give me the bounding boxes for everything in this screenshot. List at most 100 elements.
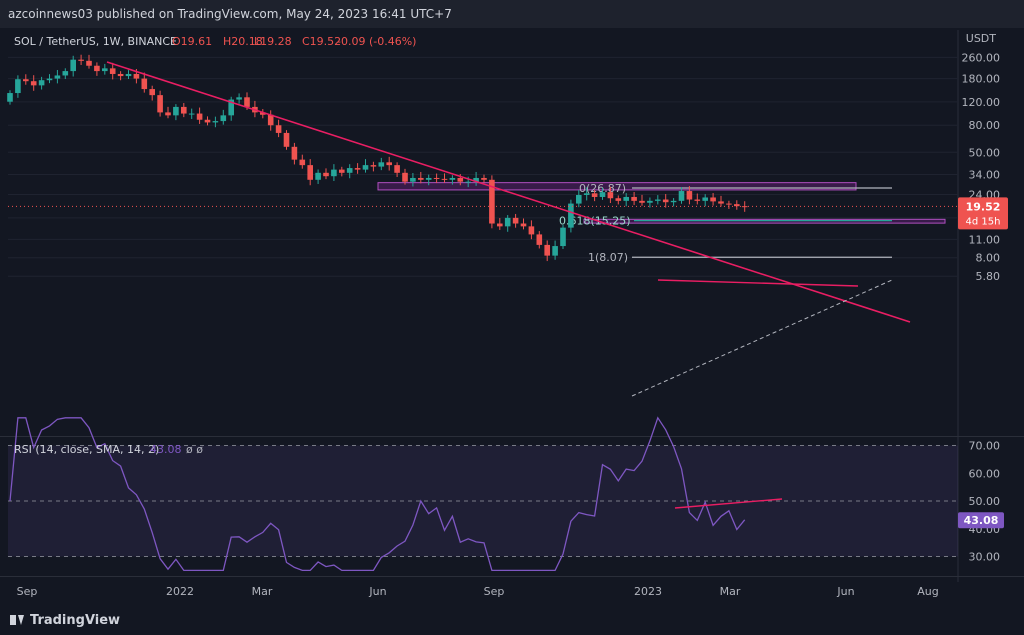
candle-body: [196, 113, 203, 120]
candle-body: [299, 159, 306, 166]
candle-body: [528, 226, 535, 235]
candle-body: [718, 201, 724, 204]
candle-body: [662, 199, 669, 203]
candle-body: [425, 177, 432, 180]
ohlc-change: -0.09 (-0.46%): [337, 35, 416, 48]
ohlc-o: O19.61: [172, 35, 212, 48]
candle-body: [734, 204, 740, 207]
candle-body: [489, 179, 495, 224]
candle-body: [117, 73, 124, 77]
rsi-value-badge: [958, 512, 1004, 529]
candle-body: [212, 121, 219, 123]
time-tick-label: 2023: [634, 585, 662, 598]
rsi-line: [9, 416, 746, 572]
time-tick-label: 2022: [166, 585, 194, 598]
candle-body: [236, 97, 242, 100]
candle-body: [109, 68, 116, 74]
downtrend-line: [106, 61, 911, 323]
candle-body: [473, 177, 479, 182]
candle-body: [410, 177, 416, 182]
candle-body: [23, 79, 29, 82]
candle-body: [354, 168, 361, 170]
time-tick-label: Jun: [836, 585, 854, 598]
candle-body: [678, 191, 685, 201]
candle-body: [402, 172, 408, 182]
candle-body: [188, 113, 195, 115]
candle-body: [670, 200, 677, 203]
rsi-legend-value: 43.08: [150, 443, 182, 456]
fib-level-label: 1(8.07): [588, 251, 628, 264]
rsi-label: RSI (14, close, SMA, 14, 2): [14, 443, 159, 456]
price-tick-label: 260.00: [962, 51, 1001, 64]
price-tick-label: 80.00: [969, 119, 1001, 132]
candle-body: [465, 181, 471, 183]
time-tick-label: Mar: [252, 585, 273, 598]
candle-body: [38, 80, 45, 86]
last-price-value: 19.52: [966, 200, 1001, 213]
tradingview-logo-icon: [10, 615, 24, 625]
candle-body: [157, 95, 163, 113]
candle-body: [433, 177, 440, 179]
rsi-tick-label: 50.00: [969, 495, 1001, 508]
candle-body: [418, 177, 424, 180]
candle-body: [260, 112, 266, 115]
last-price-countdown: 4d 15h: [966, 216, 1001, 227]
candle-body: [54, 75, 61, 79]
candle-body: [283, 132, 290, 147]
candle-body: [244, 97, 250, 107]
candle-body: [568, 203, 574, 228]
candle-body: [315, 172, 321, 180]
candle-body: [576, 195, 582, 204]
candle-body: [307, 165, 313, 180]
publish-text: azcoinnews03 published on TradingView.co…: [8, 7, 452, 21]
candle-body: [694, 199, 701, 201]
uptrend-dashed-line: [631, 279, 893, 397]
candle-body: [149, 89, 155, 96]
rsi-tick-label: 70.00: [969, 440, 1001, 453]
candle-body: [30, 81, 37, 86]
price-chart[interactable]: 260.00180.00120.0080.0050.0034.0024.0016…: [0, 0, 1024, 606]
candle-body: [339, 169, 345, 173]
candle-body: [520, 223, 527, 227]
ohlc-l: L19.28: [254, 35, 292, 48]
candle-body: [62, 71, 69, 76]
support-zone: [583, 218, 946, 224]
candle-body: [512, 217, 519, 224]
candle-body: [15, 79, 21, 94]
chart-title: SOL / TetherUS, 1W, BINANCE: [14, 35, 177, 48]
currency-label: USDT: [966, 32, 997, 45]
last-price-badge: [958, 197, 1008, 230]
price-tick-label: 50.00: [969, 146, 1001, 159]
candle-body: [141, 78, 148, 90]
candle-body: [639, 200, 645, 203]
price-tick-label: 11.00: [969, 233, 1001, 246]
time-tick-label: Sep: [484, 585, 505, 598]
tradingview-logo[interactable]: TradingView: [10, 613, 120, 628]
price-tick-label: 34.00: [969, 168, 1001, 181]
resistance-zone: [377, 182, 857, 191]
footer: TradingView: [0, 606, 1024, 635]
candle-body: [173, 106, 179, 116]
price-tick-label: 5.80: [976, 270, 1001, 283]
top-trend-line: [657, 279, 859, 287]
candle-body: [481, 177, 487, 180]
candle-body: [623, 196, 629, 201]
candle-body: [449, 177, 456, 180]
candle-body: [441, 178, 448, 180]
candle-body: [552, 246, 558, 256]
candle-body: [560, 227, 566, 247]
candle-body: [615, 198, 622, 201]
candle-body: [165, 112, 171, 116]
candle-body: [70, 59, 76, 72]
candle-body: [394, 165, 400, 173]
candle-body: [362, 165, 369, 170]
candle-body: [726, 203, 732, 205]
fib-level-label: 0.618(15.25): [559, 215, 631, 228]
candle-body: [267, 114, 274, 126]
candle-body: [291, 146, 298, 160]
time-tick-label: Jun: [368, 585, 386, 598]
candle-body: [331, 169, 337, 177]
ohlc-c: C19.52: [302, 35, 341, 48]
candle-body: [591, 193, 598, 197]
candle-body: [655, 199, 661, 201]
